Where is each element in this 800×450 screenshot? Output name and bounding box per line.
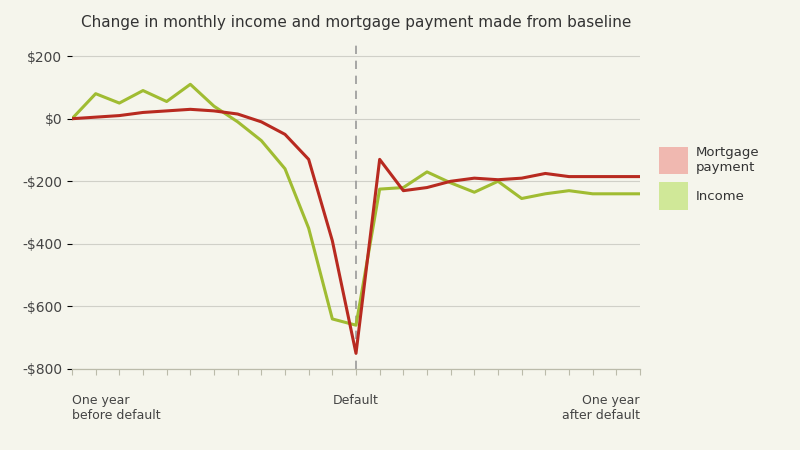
Text: One year
before default: One year before default <box>72 394 161 422</box>
Legend: Mortgage
payment, Income: Mortgage payment, Income <box>652 139 766 216</box>
Text: Default: Default <box>333 394 379 407</box>
Text: One year
after default: One year after default <box>562 394 640 422</box>
Title: Change in monthly income and mortgage payment made from baseline: Change in monthly income and mortgage pa… <box>81 14 631 30</box>
